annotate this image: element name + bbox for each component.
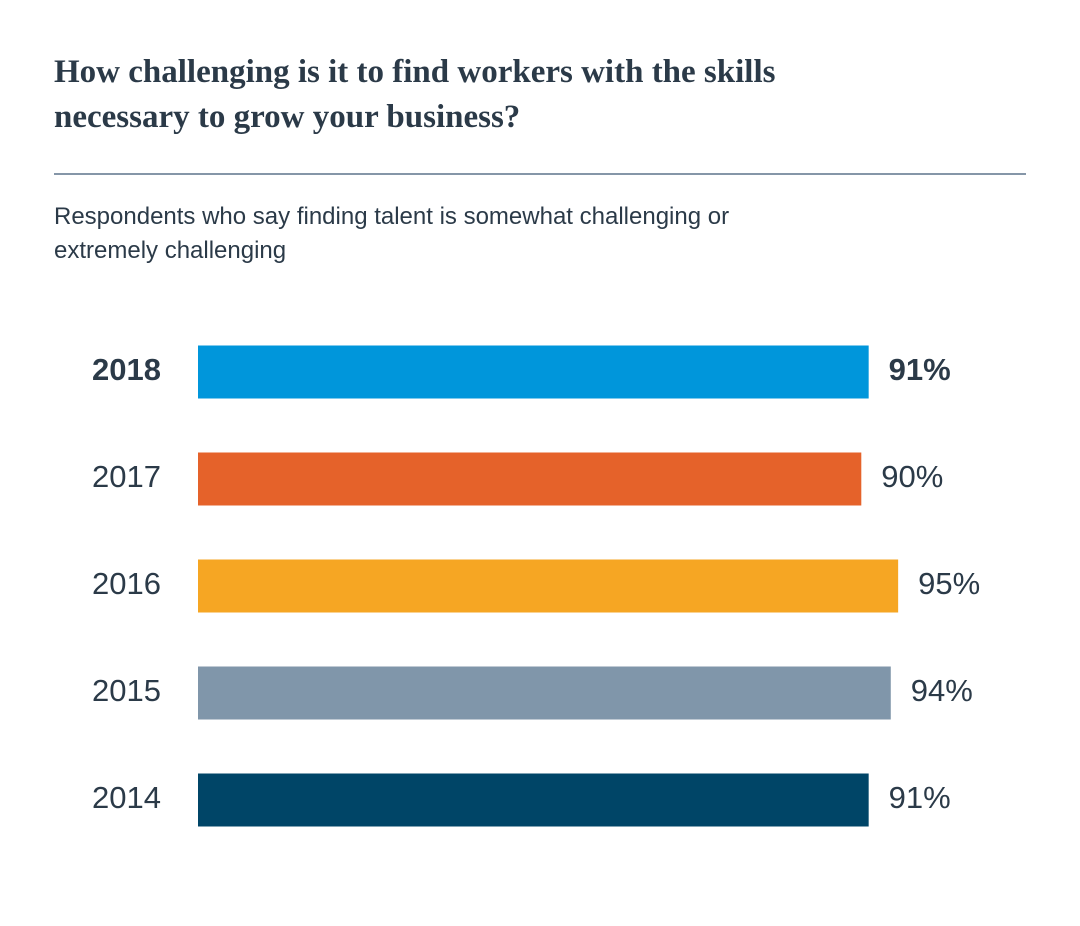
chart-subtitle: Respondents who say finding talent is so… (54, 203, 730, 264)
bar (198, 559, 899, 613)
bar (198, 345, 869, 399)
divider (54, 173, 1026, 175)
category-label: 2015 (92, 673, 161, 708)
bar (198, 666, 891, 720)
value-label: 90% (881, 459, 943, 494)
category-label: 2016 (92, 566, 161, 601)
value-label: 94% (911, 673, 973, 708)
value-label: 91% (889, 780, 951, 815)
bar (198, 452, 862, 506)
category-label: 2017 (92, 459, 161, 494)
bar (198, 773, 869, 827)
chart-title: How challenging is it to find workers wi… (54, 54, 776, 135)
value-label: 91% (889, 352, 951, 387)
category-label: 2018 (92, 352, 161, 387)
category-label: 2014 (92, 780, 161, 815)
value-label: 95% (918, 566, 980, 601)
